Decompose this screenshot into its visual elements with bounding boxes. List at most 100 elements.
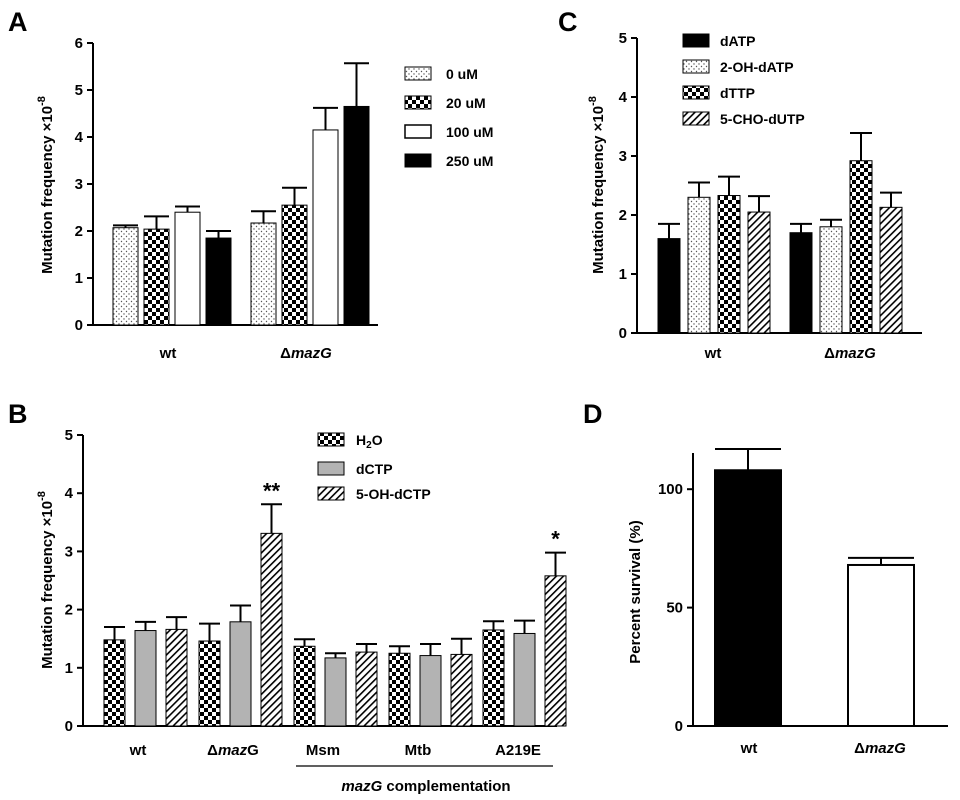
category-label-wt-a: wt <box>159 345 177 362</box>
y-tick-label-b-4: 4 <box>65 485 74 502</box>
bar-c-mazg-datp <box>789 232 813 334</box>
y-tick-label-d-100: 100 <box>658 481 683 498</box>
legend-swatch-20um <box>404 95 432 110</box>
bar-b-mtb-h2o <box>388 652 411 727</box>
y-tick-label-c-4: 4 <box>619 89 628 106</box>
legend-swatch-250um <box>404 153 432 168</box>
bar-c-mazg-dttp <box>849 160 873 334</box>
bar-c-mazg-2-oh-datp <box>819 226 843 334</box>
bar-a-wt-20-um <box>143 228 170 326</box>
legend-label-dctp: dCTP <box>356 461 393 477</box>
complementation-caption: mazG complementation <box>341 778 510 795</box>
bar-d-mazg-percent-survival <box>847 563 915 728</box>
bar-b-a219e-dctp <box>513 632 536 727</box>
legend-label-dttp: dTTP <box>720 85 755 101</box>
bar-a-wt-100-um <box>174 211 201 326</box>
bar-b-msm-5-oh-dctp <box>355 651 378 727</box>
category-label-mazg-c: ΔmazG <box>824 345 876 362</box>
y-tick-label-b-0: 0 <box>65 718 73 735</box>
y-tick-label-a-2: 2 <box>75 223 83 240</box>
bar-b-mtb-dctp <box>419 655 442 727</box>
legend-swatch-dttp <box>682 85 710 100</box>
legend-b: H2O dCTP 5-OH-dCTP <box>317 432 431 502</box>
category-label-mazg-d: ΔmazG <box>854 740 906 757</box>
category-label-wt-d: wt <box>740 740 758 757</box>
legend-label-h2o: H2O <box>356 432 383 451</box>
bar-c-wt-5-cho-dutp <box>747 211 771 334</box>
panel-letter-a: A <box>8 7 28 37</box>
y-tick-label-a-3: 3 <box>75 176 83 193</box>
y-tick-label-d-0: 0 <box>675 718 683 735</box>
y-tick-label-b-3: 3 <box>65 543 73 560</box>
legend-swatch-dctp <box>317 461 345 476</box>
chart-marks-c: 0 1 2 3 4 5 <box>619 30 922 342</box>
legend-swatch-h2o <box>317 432 345 447</box>
y-tick-label-a-6: 6 <box>75 35 83 52</box>
category-label-mazg-b: ΔmazG <box>207 742 259 759</box>
bar-a-mazg-0-um <box>250 222 277 326</box>
legend-swatch-100um <box>404 124 432 139</box>
y-tick-label-a-1: 1 <box>75 270 83 287</box>
bar-d-wt-percent-survival <box>714 469 782 728</box>
legend-a: 0 uM 20 uM 100 uM 250 uM <box>404 66 493 169</box>
y-axis-label-b: Mutation frequency ×10-8 <box>36 491 56 669</box>
panel-letter-d: D <box>583 399 603 429</box>
legend-swatch-2ohdatp <box>682 59 710 74</box>
y-tick-label-b-5: 5 <box>65 427 73 444</box>
category-label-msm-b: Msm <box>306 742 340 759</box>
legend-label-0um: 0 uM <box>446 66 478 82</box>
legend-label-5ohdctp: 5-OH-dCTP <box>356 486 431 502</box>
y-axis-label-a: Mutation frequency ×10-8 <box>36 96 56 274</box>
legend-swatch-datp <box>682 33 710 48</box>
bar-a-mazg-100-um <box>312 129 339 326</box>
bar-b-mtb-5-oh-dctp <box>450 653 473 727</box>
panel-letter-b: B <box>8 399 28 429</box>
bar-a-wt-250-um <box>205 237 232 326</box>
y-tick-label-b-2: 2 <box>65 602 73 619</box>
panel-letter-c: C <box>558 7 578 37</box>
category-label-a219e-b: A219E <box>495 742 541 759</box>
category-label-wt-c: wt <box>704 345 722 362</box>
y-tick-label-a-0: 0 <box>75 317 83 334</box>
legend-label-datp: dATP <box>720 33 756 49</box>
significance-label-a219e: * <box>551 527 560 552</box>
legend-label-5chodutp: 5-CHO-dUTP <box>720 111 805 127</box>
legend-label-2ohdatp: 2-OH-dATP <box>720 59 794 75</box>
bar-c-wt-2-oh-datp <box>687 196 711 334</box>
category-label-mtb-b: Mtb <box>405 742 432 759</box>
bar-b-wt-dctp <box>134 630 157 727</box>
bar-a-mazg-20-um <box>281 204 308 326</box>
chart-marks-a: 0 1 2 3 4 5 6 <box>75 35 378 334</box>
y-tick-label-a-4: 4 <box>75 129 84 146</box>
bar-a-mazg-250-um <box>343 105 370 326</box>
y-tick-label-c-5: 5 <box>619 30 627 47</box>
legend-c: dATP 2-OH-dATP dTTP 5-CHO-dUTP <box>682 33 805 127</box>
y-tick-label-c-3: 3 <box>619 148 627 165</box>
bar-b-msm-dctp <box>324 657 347 727</box>
legend-swatch-5ohdctp <box>317 486 345 501</box>
y-tick-label-d-50: 50 <box>666 600 683 617</box>
bar-b-a219e-5-oh-dctp <box>544 575 567 727</box>
bar-b-mazg-5-oh-dctp <box>260 532 283 727</box>
bar-b-wt-h2o <box>103 639 126 727</box>
chart-marks-d: 0 50 100 <box>658 447 948 735</box>
category-labels-c: wt ΔmazG <box>704 345 876 362</box>
category-label-wt-b: wt <box>129 742 147 759</box>
bar-b-a219e-h2o <box>482 629 505 727</box>
bar-b-wt-5-oh-dctp <box>165 628 188 727</box>
bar-c-wt-datp <box>657 238 681 334</box>
y-tick-label-a-5: 5 <box>75 82 83 99</box>
significance-label-mazg: ** <box>263 478 281 503</box>
y-axis-label-c: Mutation frequency ×10-8 <box>587 96 607 274</box>
legend-label-250um: 250 uM <box>446 153 493 169</box>
category-labels-a: wt ΔmazG <box>159 345 332 362</box>
y-tick-label-c-2: 2 <box>619 207 627 224</box>
category-labels-d: wt ΔmazG <box>740 740 906 757</box>
y-tick-label-c-0: 0 <box>619 325 627 342</box>
category-label-mazg-a: ΔmazG <box>280 345 332 362</box>
bar-c-wt-dttp <box>717 195 741 334</box>
legend-swatch-5chodutp <box>682 111 710 126</box>
legend-swatch-0um <box>404 66 432 81</box>
